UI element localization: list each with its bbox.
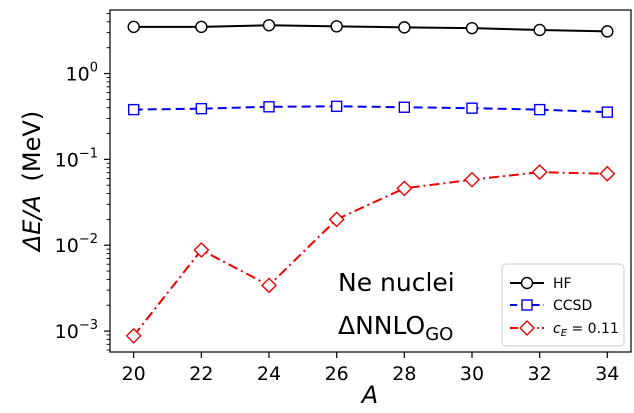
series-layer (125, 19, 616, 344)
x-tick-label: 30 (460, 363, 484, 385)
y-tick-mantissa: 10 (55, 321, 79, 343)
y-axis-label-quantity: ΔE/A (18, 195, 46, 253)
y-tick-mantissa: 10 (55, 235, 79, 257)
legend-label-subscript: E (561, 328, 568, 339)
y-tick-mantissa: 10 (66, 64, 90, 86)
series-hf (127, 19, 614, 38)
x-tick-label: 32 (528, 363, 552, 385)
x-tick-label: 20 (122, 363, 146, 385)
legend-label-ce: cE = 0.11 (553, 321, 619, 339)
series-ccsd-point (127, 103, 140, 116)
series-ce (125, 164, 616, 344)
legend-item-ce: cE = 0.11 (510, 320, 619, 339)
series-ce-point (531, 164, 548, 181)
y-tick-label: 10−2 (55, 232, 98, 257)
legend-label-ccsd: CCSD (553, 298, 592, 314)
series-ce-point (396, 180, 413, 197)
series-hf-point (330, 20, 343, 33)
series-hf-point (398, 21, 411, 34)
legend: HF CCSD cE = 0.11 (501, 263, 625, 347)
series-hf-point (465, 21, 479, 35)
y-tick-exponent: 0 (90, 61, 98, 76)
y-axis-label-unit: (MeV) (18, 111, 46, 182)
series-ccsd-point (398, 101, 411, 113)
plot-area (109, 9, 632, 353)
legend-item-ccsd: CCSD (510, 298, 592, 314)
annotation-nuclei: Ne nuclei (338, 268, 455, 297)
y-tick-label: 10−1 (55, 146, 98, 171)
series-ccsd-point (601, 106, 614, 118)
series-ce-point (328, 211, 345, 228)
series-ccsd (127, 100, 614, 118)
x-axis-label: A (360, 381, 378, 409)
annotation-interaction-main: ΔNNLO (338, 311, 425, 340)
x-tick-label: 22 (189, 363, 213, 385)
series-hf-point (195, 20, 208, 34)
legend-marker-hf (520, 276, 534, 290)
series-ce-point (193, 241, 210, 258)
y-tick-exponent: −1 (79, 146, 98, 161)
x-tick-label: 24 (257, 363, 281, 385)
series-ccsd-point (466, 102, 478, 114)
series-hf-point (262, 19, 276, 32)
series-ce-point (599, 165, 616, 182)
series-ccsd-point (533, 103, 546, 116)
y-tick-mantissa: 10 (55, 149, 79, 171)
x-tick-label: 34 (595, 363, 619, 385)
legend-label-hf: HF (553, 276, 572, 292)
series-hf-point (127, 20, 140, 34)
series-hf-point (533, 23, 546, 37)
y-tick-exponent: −2 (79, 232, 98, 247)
series-ccsd-point (263, 101, 275, 113)
annotation-interaction: ΔNNLOGO (338, 311, 453, 345)
series-hf-point (601, 25, 614, 38)
legend-item-hf: HF (510, 276, 572, 292)
series-ccsd-line (133, 105, 608, 114)
x-tick-label: 28 (392, 363, 416, 385)
legend-label-symbol: c (553, 321, 561, 337)
y-tick-exponent: −3 (79, 318, 98, 333)
legend-label-value: = 0.11 (567, 321, 619, 337)
series-ccsd-point (330, 100, 343, 113)
legend-marker-ce (519, 320, 535, 336)
series-ce-point (464, 171, 480, 188)
annotation-interaction-sub: GO (425, 324, 453, 345)
series-ce-point (125, 327, 142, 344)
series-ce-point (261, 277, 277, 294)
series-ccsd-point (195, 102, 208, 115)
series-ce-line (132, 171, 608, 337)
series-hf-line (133, 24, 608, 33)
y-tick-label: 10−3 (55, 318, 98, 343)
y-axis-label: ΔE/A (MeV) (18, 111, 46, 253)
x-axis-ticks: 20 22 24 26 28 30 32 34 (122, 352, 619, 385)
legend-items: HF CCSD cE = 0.11 (510, 276, 619, 339)
y-tick-label: 100 (66, 61, 98, 86)
legend-marker-ccsd (521, 299, 533, 311)
x-tick-label: 26 (325, 363, 349, 385)
